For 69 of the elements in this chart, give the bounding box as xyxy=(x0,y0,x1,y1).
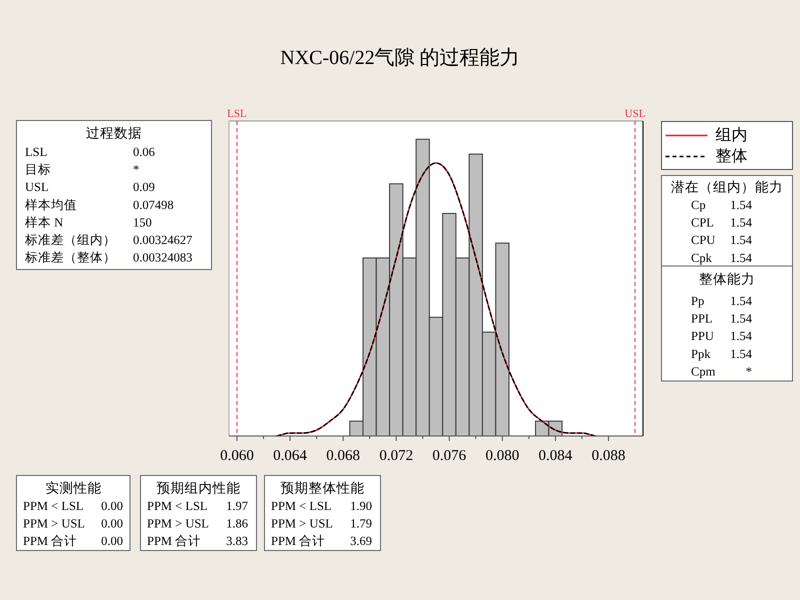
text: 0.07498 xyxy=(133,198,174,212)
text: 目标 xyxy=(25,162,51,177)
text: 1.54 xyxy=(730,250,753,265)
text: PPU xyxy=(691,329,714,344)
text: 实测性能 xyxy=(45,480,102,496)
text: PPM > USL xyxy=(271,516,333,530)
text: 1.54 xyxy=(730,346,753,361)
text: 1.86 xyxy=(226,516,248,530)
text: PPM < LSL xyxy=(23,499,84,513)
text: USL xyxy=(25,180,49,194)
x-tick-label: 0.088 xyxy=(592,448,626,464)
text: * xyxy=(746,364,752,378)
ref-line-label: LSL xyxy=(227,108,248,120)
x-tick-label: 0.072 xyxy=(379,448,414,464)
legend-label: 组内 xyxy=(716,126,748,144)
text: 标准差（整体） xyxy=(24,250,116,265)
x-tick-label: 0.068 xyxy=(326,448,360,464)
text: 0.00324627 xyxy=(133,233,192,247)
text: 150 xyxy=(133,215,152,230)
text: PPM < LSL xyxy=(147,499,208,513)
text: LSL xyxy=(25,145,48,159)
text: 0.09 xyxy=(133,180,155,194)
text: Cpk xyxy=(691,250,713,265)
chart-title: NXC-06/22气隙 的过程能力 xyxy=(280,47,520,69)
text: 1.54 xyxy=(730,294,753,308)
text: * xyxy=(133,162,140,177)
x-tick-label: 0.064 xyxy=(273,448,308,464)
text: 过程数据 xyxy=(86,126,142,140)
text: 0.00 xyxy=(101,499,123,513)
text: PPL xyxy=(691,312,713,326)
text: 预期整体性能 xyxy=(280,480,364,496)
text: 样本均值 xyxy=(25,198,77,212)
text: PPM 合计 xyxy=(23,534,78,548)
text: Cpm xyxy=(691,364,716,378)
text: PPM > USL xyxy=(23,516,85,530)
ref-line-label: USL xyxy=(624,108,646,120)
text: 1.79 xyxy=(350,516,372,530)
text: 1.54 xyxy=(730,216,753,230)
legend-label: 整体 xyxy=(716,148,748,165)
text: CPU xyxy=(691,233,716,248)
text: 0.00 xyxy=(101,516,123,530)
text: 3.69 xyxy=(350,534,372,548)
x-tick-label: 0.080 xyxy=(485,448,520,464)
text: Pp xyxy=(691,294,704,308)
text: PPM 合计 xyxy=(147,534,202,548)
text: 样本 N xyxy=(25,215,64,230)
text: PPM 合计 xyxy=(271,534,326,548)
text: CPL xyxy=(691,216,714,230)
text: Ppk xyxy=(691,346,712,361)
text: 1.97 xyxy=(226,499,248,513)
text: 0.00 xyxy=(101,534,123,548)
x-tick-label: 0.084 xyxy=(538,448,573,464)
text: 1.54 xyxy=(730,312,753,326)
text: PPM < LSL xyxy=(271,499,332,513)
text: 潜在（组内）能力 xyxy=(671,180,783,194)
text: PPM > USL xyxy=(147,516,209,530)
text: 0.00324083 xyxy=(133,250,192,265)
text: 0.06 xyxy=(133,145,155,159)
text: 1.54 xyxy=(730,233,753,248)
text: 预期组内性能 xyxy=(156,480,240,496)
text: 标准差（组内） xyxy=(24,233,116,247)
text: 整体能力 xyxy=(699,272,755,286)
text: Cp xyxy=(691,198,706,212)
text: 1.54 xyxy=(730,329,753,344)
x-tick-label: 0.076 xyxy=(432,448,467,464)
text: 3.83 xyxy=(226,534,248,548)
x-tick-label: 0.060 xyxy=(220,448,254,464)
text: 1.54 xyxy=(730,198,753,212)
text: 1.90 xyxy=(350,499,372,513)
